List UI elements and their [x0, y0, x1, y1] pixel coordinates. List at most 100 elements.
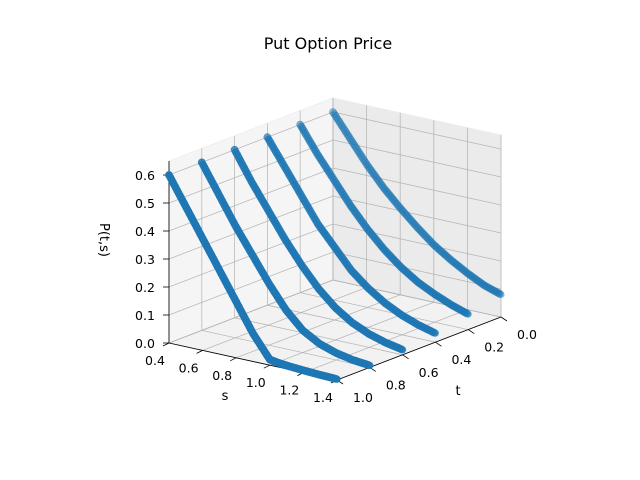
- z-tick-label: 0.3: [135, 252, 155, 267]
- data-point: [353, 145, 361, 154]
- s-tick-label: 0.4: [145, 353, 165, 368]
- grid-line-z-back: [332, 111, 502, 150]
- data-point: [429, 240, 438, 249]
- data-point: [435, 246, 444, 254]
- data-point: [363, 161, 372, 170]
- data-point: [366, 361, 374, 369]
- data-point: [497, 291, 505, 299]
- data-point: [475, 277, 484, 286]
- data-point: [367, 166, 376, 175]
- data-point: [374, 176, 383, 185]
- grid-line-z-side: [168, 139, 334, 204]
- data-point: [378, 181, 387, 190]
- t-tick-mark: [467, 329, 475, 334]
- data-point: [345, 134, 354, 142]
- data-point: [415, 225, 424, 234]
- data-point: [481, 282, 490, 290]
- data-point: [344, 132, 353, 141]
- data-point: [332, 113, 341, 122]
- t-tick-label: 0.2: [484, 340, 504, 355]
- data-point: [467, 271, 475, 280]
- data-point: [347, 136, 355, 144]
- t-tick-label: 0.4: [451, 352, 471, 367]
- data-point: [437, 247, 445, 256]
- grid-line-z-back: [332, 251, 502, 290]
- data-point: [393, 201, 402, 209]
- data-point: [491, 287, 499, 296]
- s-tick-mark: [162, 342, 170, 347]
- data-point: [375, 178, 384, 187]
- grid-line-t-floor: [201, 330, 370, 368]
- data-point: [335, 117, 343, 126]
- s-tick-label: 0.8: [212, 368, 232, 383]
- z-tick-label: 0.4: [135, 224, 155, 239]
- chart-title: Put Option Price: [264, 34, 392, 53]
- data-point: [399, 346, 407, 354]
- data-point: [404, 213, 413, 222]
- data-point: [409, 219, 418, 227]
- z-tick-label: 0.0: [135, 336, 155, 351]
- data-point: [361, 158, 370, 167]
- data-point: [408, 217, 417, 226]
- y-axis-label: t: [455, 384, 460, 399]
- t-tick-mark: [435, 341, 442, 347]
- data-point: [468, 272, 477, 281]
- data-point: [330, 110, 339, 118]
- data-point: [377, 180, 385, 189]
- grid-line-z-side: [168, 111, 334, 176]
- t-tick-label: 0.8: [386, 377, 406, 392]
- scatter-points: [165, 108, 505, 383]
- data-point: [462, 268, 471, 277]
- data-point: [331, 111, 340, 120]
- data-point: [401, 209, 409, 218]
- data-point: [407, 216, 415, 225]
- data-point: [339, 124, 348, 133]
- data-point: [342, 128, 351, 137]
- data-point: [444, 253, 453, 262]
- s-tick-mark: [196, 350, 203, 354]
- s-tick-label: 0.6: [179, 360, 199, 375]
- data-point: [423, 234, 432, 243]
- data-point: [485, 284, 493, 292]
- data-point: [380, 185, 389, 193]
- data-point: [441, 251, 450, 260]
- data-point: [416, 226, 425, 235]
- data-point: [372, 173, 381, 182]
- data-point: [477, 279, 486, 288]
- data-point: [417, 228, 426, 237]
- z-tick-label: 0.6: [135, 168, 155, 183]
- data-point: [486, 284, 495, 293]
- s-tick-mark: [230, 357, 237, 362]
- s-tick-mark: [263, 364, 270, 369]
- data-point: [398, 206, 407, 215]
- data-point: [464, 270, 473, 278]
- data-point: [479, 280, 487, 289]
- data-point: [489, 286, 498, 295]
- data-point: [494, 289, 503, 298]
- t-axis-line: [336, 316, 502, 381]
- data-point: [434, 245, 443, 253]
- grid-line-z-back: [332, 195, 502, 234]
- data-point: [386, 192, 395, 201]
- data-point: [465, 270, 474, 279]
- grid-line-z-side: [168, 279, 334, 344]
- data-point: [365, 163, 373, 172]
- grid-line-z-back: [332, 167, 502, 206]
- data-point: [381, 186, 390, 195]
- data-point: [333, 115, 342, 124]
- data-point: [392, 199, 401, 208]
- x-axis-label: s: [222, 389, 229, 404]
- data-point: [389, 195, 397, 204]
- s-tick-label: 1.0: [246, 375, 266, 390]
- data-point: [362, 160, 371, 169]
- grid-line-t-floor: [234, 317, 403, 356]
- z-tick-label: 0.2: [135, 280, 155, 295]
- tick-labels: 0.4 0.6 0.8 1.0 1.2 1.4 0.0 0.2 0.4 0.6 0.8 1.0 0.0 0…: [135, 168, 537, 405]
- data-point: [356, 150, 365, 159]
- data-point: [439, 249, 448, 258]
- z-tick-label: 0.5: [135, 196, 155, 211]
- data-point: [395, 202, 403, 211]
- z-axis-label: P(t,s): [96, 223, 111, 257]
- data-point: [451, 259, 460, 268]
- data-point: [354, 147, 363, 156]
